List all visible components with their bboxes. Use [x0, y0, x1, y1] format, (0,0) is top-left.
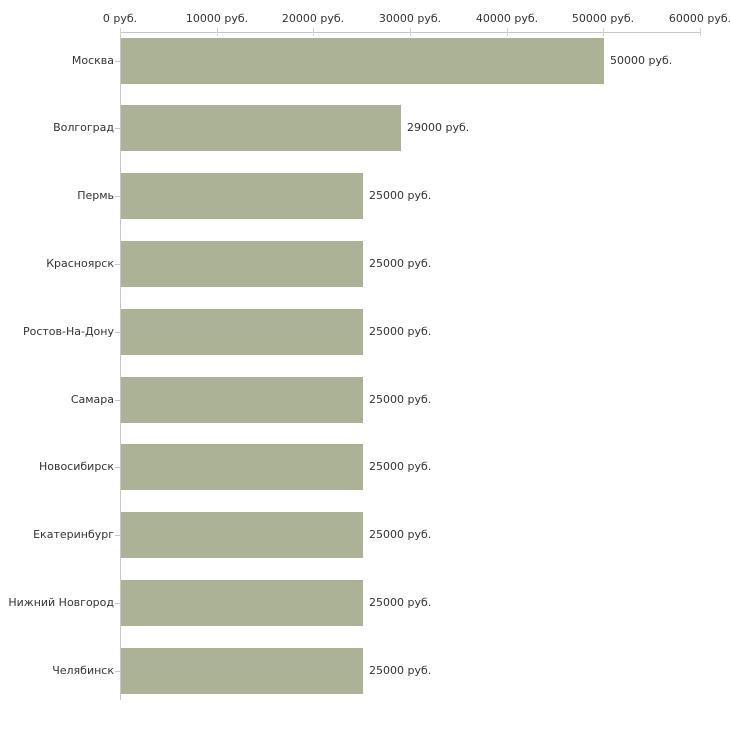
value-label: 25000 руб.: [369, 460, 432, 473]
x-tick: [217, 28, 218, 36]
x-tick-label: 30000 руб.: [378, 12, 442, 25]
y-tick: [115, 264, 120, 265]
y-tick: [115, 467, 120, 468]
y-tick: [115, 61, 120, 62]
bar[interactable]: [121, 377, 363, 423]
category-label: Москва: [71, 54, 114, 67]
category-label: Красноярск: [46, 257, 114, 270]
x-tick: [507, 28, 508, 36]
category-label: Пермь: [77, 189, 114, 202]
category-label: Самара: [70, 393, 114, 406]
value-label: 25000 руб.: [369, 189, 432, 202]
y-tick: [115, 603, 120, 604]
x-tick: [120, 28, 121, 36]
value-label: 29000 руб.: [407, 121, 470, 134]
value-label: 25000 руб.: [369, 257, 432, 270]
x-tick-label: 60000 руб.: [668, 12, 730, 25]
value-label: 25000 руб.: [369, 664, 432, 677]
bar[interactable]: [121, 580, 363, 626]
value-label: 25000 руб.: [369, 393, 432, 406]
bar[interactable]: [121, 444, 363, 490]
x-tick-label: 20000 руб.: [281, 12, 345, 25]
y-tick: [115, 332, 120, 333]
category-label: Екатеринбург: [33, 528, 114, 541]
x-tick: [700, 28, 701, 36]
value-label: 25000 руб.: [369, 325, 432, 338]
bar[interactable]: [121, 38, 604, 84]
bar[interactable]: [121, 241, 363, 287]
category-label: Ростов-На-Дону: [22, 325, 114, 338]
y-tick: [115, 535, 120, 536]
y-tick: [115, 128, 120, 129]
category-label: Нижний Новгород: [8, 596, 114, 609]
x-tick-label: 40000 руб.: [475, 12, 539, 25]
bar[interactable]: [121, 309, 363, 355]
x-tick-label: 10000 руб.: [185, 12, 249, 25]
bar[interactable]: [121, 512, 363, 558]
x-tick-label: 50000 руб.: [571, 12, 635, 25]
y-tick: [115, 400, 120, 401]
y-axis-line: [120, 32, 121, 700]
y-tick: [115, 671, 120, 672]
x-tick: [603, 28, 604, 36]
value-label: 50000 руб.: [610, 54, 673, 67]
x-tick: [313, 28, 314, 36]
bar[interactable]: [121, 105, 401, 151]
category-label: Новосибирск: [38, 460, 114, 473]
x-tick: [410, 28, 411, 36]
category-label: Челябинск: [52, 664, 114, 677]
x-tick-label: 0 руб.: [102, 12, 138, 25]
category-label: Волгоград: [53, 121, 114, 134]
bar[interactable]: [121, 173, 363, 219]
bar[interactable]: [121, 648, 363, 694]
y-tick: [115, 196, 120, 197]
value-label: 25000 руб.: [369, 528, 432, 541]
value-label: 25000 руб.: [369, 596, 432, 609]
